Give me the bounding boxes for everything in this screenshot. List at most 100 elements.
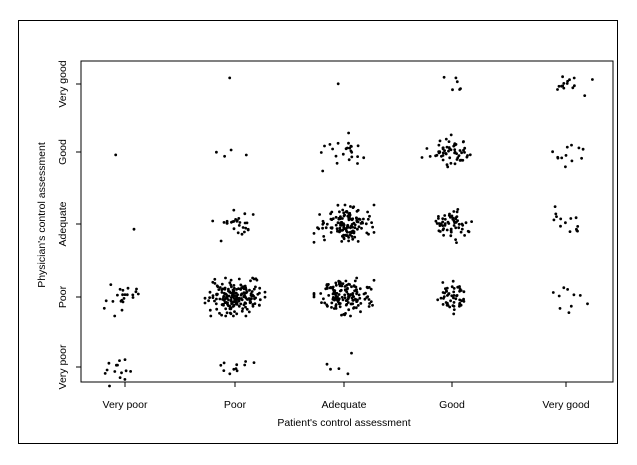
data-point xyxy=(337,298,340,302)
data-point xyxy=(336,141,340,145)
data-point xyxy=(463,146,467,150)
data-point xyxy=(222,361,226,365)
data-point xyxy=(319,292,323,295)
data-point xyxy=(358,218,362,221)
data-point xyxy=(342,236,346,240)
data-point xyxy=(222,369,226,372)
data-point xyxy=(371,303,374,307)
data-point xyxy=(449,299,452,303)
data-point xyxy=(335,161,339,165)
data-point xyxy=(337,293,341,296)
data-point xyxy=(228,76,232,80)
data-point xyxy=(312,295,316,299)
data-point xyxy=(450,294,454,298)
data-point xyxy=(459,87,462,90)
data-point xyxy=(363,297,367,301)
data-point xyxy=(452,301,456,304)
data-point xyxy=(233,294,237,297)
data-point xyxy=(352,284,356,287)
data-point xyxy=(350,351,353,355)
data-point xyxy=(329,217,333,221)
data-point xyxy=(353,289,356,293)
data-point xyxy=(343,288,347,292)
data-point xyxy=(248,299,252,303)
data-point xyxy=(241,307,245,310)
data-point xyxy=(350,302,353,306)
data-point xyxy=(336,221,340,225)
data-point xyxy=(213,282,217,285)
data-point xyxy=(442,297,445,300)
data-point xyxy=(123,378,127,381)
data-point xyxy=(349,205,352,208)
data-point xyxy=(343,203,347,207)
data-point xyxy=(331,292,335,296)
data-point xyxy=(351,206,355,210)
x-tick-label: Very good xyxy=(542,399,589,411)
data-point xyxy=(568,230,572,234)
data-point xyxy=(211,294,215,297)
data-point xyxy=(120,308,124,312)
data-point xyxy=(250,290,254,293)
data-point xyxy=(441,154,445,157)
data-point xyxy=(215,297,218,301)
y-tick-label: Good xyxy=(57,139,69,165)
data-point xyxy=(458,287,462,291)
data-point xyxy=(132,227,136,231)
data-point xyxy=(345,227,348,230)
data-point xyxy=(454,238,457,242)
data-point xyxy=(368,302,371,305)
data-point xyxy=(329,367,332,371)
data-point xyxy=(340,295,344,299)
data-point xyxy=(355,216,358,220)
data-point xyxy=(553,205,557,209)
data-point xyxy=(447,140,451,144)
data-point xyxy=(463,234,466,237)
data-point xyxy=(251,293,255,297)
data-point xyxy=(344,210,348,214)
data-point xyxy=(568,78,571,82)
data-point xyxy=(239,288,243,291)
data-point xyxy=(350,145,353,148)
data-point xyxy=(233,297,237,301)
data-point xyxy=(330,306,333,309)
data-point xyxy=(321,219,325,223)
data-point xyxy=(445,163,449,167)
data-point xyxy=(573,84,576,88)
data-point xyxy=(442,75,446,79)
data-point xyxy=(134,290,138,294)
data-point xyxy=(113,370,117,373)
data-point xyxy=(121,288,125,292)
data-point xyxy=(216,292,219,296)
data-point xyxy=(239,283,243,287)
data-point xyxy=(337,367,341,370)
x-tick-label: Very poor xyxy=(103,399,148,411)
data-point xyxy=(441,220,445,224)
data-point xyxy=(442,233,445,237)
data-point xyxy=(258,291,261,295)
data-point xyxy=(457,222,461,226)
data-point xyxy=(229,278,233,282)
data-point xyxy=(234,218,238,221)
data-point xyxy=(458,285,461,288)
data-point xyxy=(341,282,345,285)
data-point xyxy=(439,296,443,300)
data-point xyxy=(329,231,333,234)
data-point xyxy=(251,276,255,280)
data-point xyxy=(438,230,442,233)
data-point xyxy=(449,234,453,238)
data-point xyxy=(323,238,326,242)
data-point xyxy=(248,288,251,292)
data-point xyxy=(333,298,336,302)
data-point xyxy=(346,286,349,290)
data-point xyxy=(441,303,445,306)
data-point xyxy=(249,279,252,283)
data-point xyxy=(562,286,566,290)
data-point xyxy=(458,301,462,305)
data-point xyxy=(356,144,360,148)
data-point xyxy=(452,308,456,311)
data-point xyxy=(224,314,228,318)
data-point xyxy=(243,363,247,367)
data-point xyxy=(244,305,247,309)
data-point xyxy=(355,290,359,294)
data-point xyxy=(323,301,327,305)
